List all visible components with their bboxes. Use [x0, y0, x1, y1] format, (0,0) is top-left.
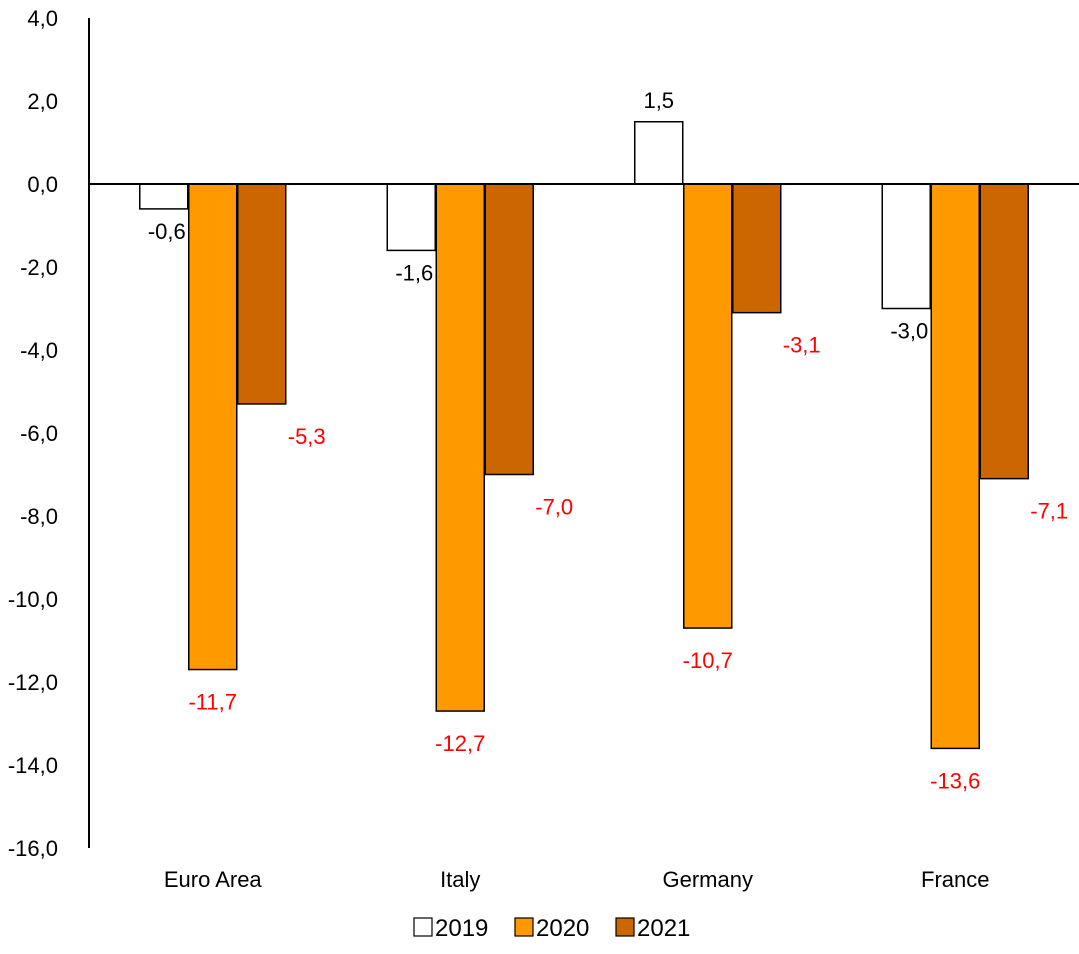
bar-2020-italy	[435, 183, 485, 712]
data-label-2019: -1,6	[395, 260, 433, 285]
y-tick-label: -4,0	[20, 338, 58, 363]
bar-2021-italy	[484, 183, 534, 476]
y-tick-label: -10,0	[8, 587, 58, 612]
y-axis: 4,0 2,0 0,0 -2,0 -4,0 -6,0 -8,0 -10,0 -12,0 -14,0…	[8, 6, 90, 861]
legend-label-2019: 2019	[435, 915, 488, 942]
bars	[139, 121, 1029, 750]
data-label-2019: -0,6	[148, 219, 186, 244]
data-label-2020: -11,7	[188, 690, 237, 715]
y-tick-label: -16,0	[8, 836, 58, 861]
data-label-2021: -7,0	[535, 495, 573, 520]
legend: 2019 2020 2021	[413, 915, 690, 942]
x-axis-categories: Euro Area Italy Germany France	[164, 867, 990, 892]
legend-swatch-2019	[413, 917, 433, 937]
bar-2019-germany	[634, 121, 684, 185]
legend-swatch-2021	[615, 917, 635, 937]
x-category-label: Germany	[663, 867, 753, 892]
bar-2021-germany	[732, 183, 782, 314]
x-category-label: Euro Area	[164, 867, 263, 892]
data-label-2019: -3,0	[890, 319, 928, 344]
data-label-2020: -12,7	[435, 731, 485, 756]
x-category-label: Italy	[440, 867, 480, 892]
data-label-2020: -10,7	[683, 648, 733, 673]
y-tick-label: 2,0	[27, 89, 58, 114]
bar-2019-euro-area	[139, 183, 189, 210]
bar-2020-france	[930, 183, 980, 750]
data-label-2021: -3,1	[783, 333, 821, 358]
legend-swatch-2020	[514, 917, 534, 937]
data-label-2021: -7,1	[1030, 499, 1068, 524]
data-label-2019: 1,5	[643, 88, 674, 113]
bar-2021-france	[979, 183, 1029, 480]
y-tick-label: -12,0	[8, 670, 58, 695]
y-tick-label: -2,0	[20, 255, 58, 280]
bar-2019-italy	[386, 183, 436, 252]
bar-2021-euro-area	[237, 183, 287, 405]
y-tick-label: 0,0	[27, 172, 58, 197]
data-labels: -0,6 -11,7 -5,3 -1,6 -12,7 -7,0 1,5 -10,7 -3,1 -3…	[148, 88, 1068, 794]
y-tick-label: -14,0	[8, 753, 58, 778]
x-category-label: France	[921, 867, 989, 892]
legend-label-2021: 2021	[637, 915, 690, 942]
bar-2020-germany	[683, 183, 733, 629]
bar-2020-euro-area	[188, 183, 238, 671]
data-label-2020: -13,6	[930, 768, 980, 793]
legend-label-2020: 2020	[536, 915, 589, 942]
data-label-2021: -5,3	[288, 424, 326, 449]
bar-2019-france	[881, 183, 931, 310]
y-tick-label: -8,0	[20, 504, 58, 529]
y-tick-label: 4,0	[27, 6, 58, 31]
y-tick-label: -6,0	[20, 421, 58, 446]
